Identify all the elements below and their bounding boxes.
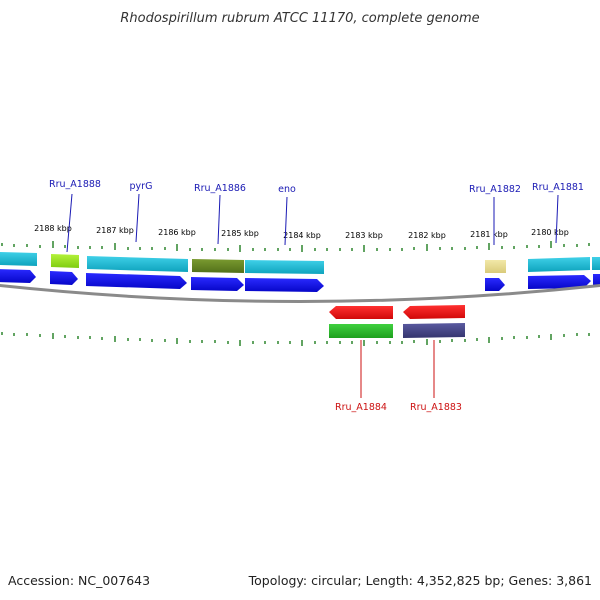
cds-arrow[interactable] [191,277,244,291]
cds-arrow[interactable] [403,305,465,319]
outer-tick-row [1,241,590,252]
gene-label-rru-a1888[interactable]: Rru_A1888 [49,179,101,190]
kbp-label: 2184 kbp [283,231,321,240]
reverse-label-leaders [360,340,435,398]
genome-backbone [0,284,600,303]
reverse-feature-boxes [329,323,465,338]
feature-box[interactable] [528,257,590,272]
cds-arrow[interactable] [50,271,78,285]
forward-feature-boxes [0,252,600,274]
kbp-label: 2181 kbp [470,230,508,239]
feature-box[interactable] [245,260,324,274]
map-title: Rhodospirillum rubrum ATCC 11170, comple… [120,11,479,26]
forward-label-leaders [66,193,559,253]
kbp-scale-labels: 2188 kbp 2187 kbp 2186 kbp 2185 kbp 2184… [34,224,569,240]
forward-cds-arrows [0,269,600,292]
gene-label-rru-a1881[interactable]: Rru_A1881 [532,182,584,193]
reverse-cds-arrows [329,305,465,319]
cds-arrow[interactable] [0,269,36,283]
accession-text: Accession: NC_007643 [8,573,150,588]
cds-arrow[interactable] [485,278,505,291]
kbp-label: 2183 kbp [345,231,383,240]
gene-label-rru-a1883[interactable]: Rru_A1883 [410,402,462,413]
gene-label-eno[interactable]: eno [278,184,296,195]
kbp-label: 2186 kbp [158,228,196,237]
feature-box[interactable] [403,323,465,338]
feature-box[interactable] [51,254,79,268]
cds-arrow[interactable] [329,306,393,319]
cds-arrow[interactable] [593,274,600,287]
cds-arrow[interactable] [245,278,324,292]
reverse-gene-labels: Rru_A1884 Rru_A1883 [335,402,462,413]
forward-gene-labels: Rru_A1888 pyrG Rru_A1886 eno Rru_A1882 R… [49,179,584,195]
feature-box[interactable] [87,256,188,272]
gene-label-rru-a1886[interactable]: Rru_A1886 [194,183,246,194]
kbp-label: 2182 kbp [408,231,446,240]
feature-box[interactable] [329,324,393,338]
feature-box[interactable] [192,259,244,273]
inner-tick-row [1,332,590,346]
genome-summary-text: Topology: circular; Length: 4,352,825 bp… [248,573,592,588]
feature-box[interactable] [485,260,506,273]
kbp-label: 2180 kbp [531,228,569,237]
kbp-label: 2185 kbp [221,229,259,238]
kbp-label: 2187 kbp [96,226,134,235]
feature-box[interactable] [0,252,37,266]
kbp-label: 2188 kbp [34,224,72,233]
cds-arrow[interactable] [528,275,591,289]
cds-arrow[interactable] [86,273,187,289]
gene-label-rru-a1884[interactable]: Rru_A1884 [335,402,387,413]
feature-box[interactable] [592,257,600,270]
gene-label-pyrg[interactable]: pyrG [130,181,153,192]
gene-label-rru-a1882[interactable]: Rru_A1882 [469,184,521,195]
